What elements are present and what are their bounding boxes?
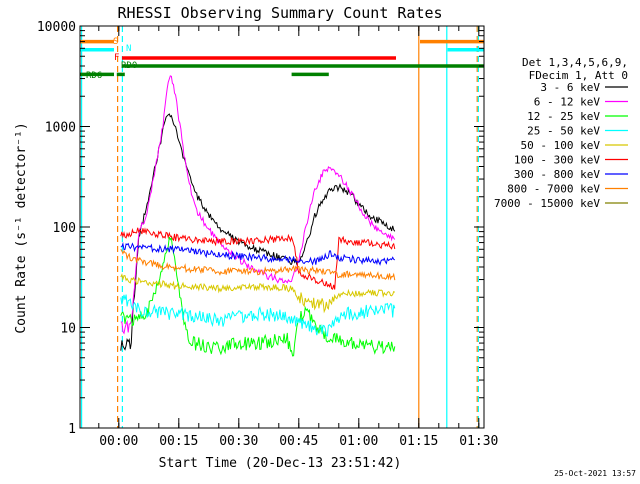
- legend-label: 50 - 100 keV: [521, 139, 601, 152]
- x-tick-label: 01:15: [399, 434, 438, 449]
- y-tick-label: 1000: [45, 121, 76, 136]
- legend-label: 12 - 25 keV: [527, 110, 600, 123]
- x-tick-label: 01:30: [459, 434, 498, 449]
- y-tick-label: 10000: [37, 20, 76, 35]
- legend-label: 6 - 12 keV: [534, 96, 601, 109]
- flag-label-n: N: [126, 44, 131, 54]
- x-tick-label: 00:15: [159, 434, 198, 449]
- legend-label: 7000 - 15000 keV: [494, 197, 600, 210]
- flag-label-rd0: RD0: [121, 61, 137, 71]
- x-tick-label: 00:00: [99, 434, 138, 449]
- y-axis-label: Count Rate (s⁻¹ detector⁻¹): [14, 122, 29, 333]
- axes: 1 10 100 1000 10000 00:00 00:15 00:30 00:45 01:00…: [37, 20, 499, 449]
- series-line-1: [120, 75, 396, 335]
- flag-label-s: S: [113, 37, 118, 47]
- legend-header: Det 1,3,4,5,6,9,: [522, 56, 628, 69]
- legend-label: 800 - 7000 keV: [507, 183, 600, 196]
- x-tick-label: 00:45: [279, 434, 318, 449]
- series-line-6: [120, 241, 396, 266]
- series-line-5: [120, 227, 396, 290]
- legend-label: 25 - 50 keV: [527, 125, 600, 138]
- series-line-2: [120, 236, 396, 357]
- chart-title: RHESSI Observing Summary Count Rates: [117, 4, 442, 22]
- x-axis-label: Start Time (20-Dec-13 23:51:42): [159, 456, 402, 471]
- legend-header: FDecim 1, Att 0: [529, 69, 628, 82]
- x-tick-label: 00:30: [219, 434, 258, 449]
- flag-label-rd6: RD6: [86, 71, 102, 81]
- flag-label-f: F: [114, 53, 119, 63]
- x-tick-label: 01:00: [339, 434, 378, 449]
- legend-label: 3 - 6 keV: [540, 81, 600, 94]
- legend-label: 300 - 800 keV: [514, 168, 600, 181]
- series-line-7: [120, 248, 396, 281]
- series-line-3: [120, 294, 396, 337]
- series-line-4: [120, 273, 396, 314]
- y-tick-label: 10: [60, 322, 76, 337]
- y-tick-label: 100: [53, 221, 76, 236]
- y-tick-label: 1: [68, 422, 76, 437]
- legend: Det 1,3,4,5,6,9,FDecim 1, Att 03 - 6 keV…: [494, 56, 628, 210]
- legend-label: 100 - 300 keV: [514, 154, 600, 167]
- generated-date: 25-Oct-2021 13:57: [554, 469, 636, 478]
